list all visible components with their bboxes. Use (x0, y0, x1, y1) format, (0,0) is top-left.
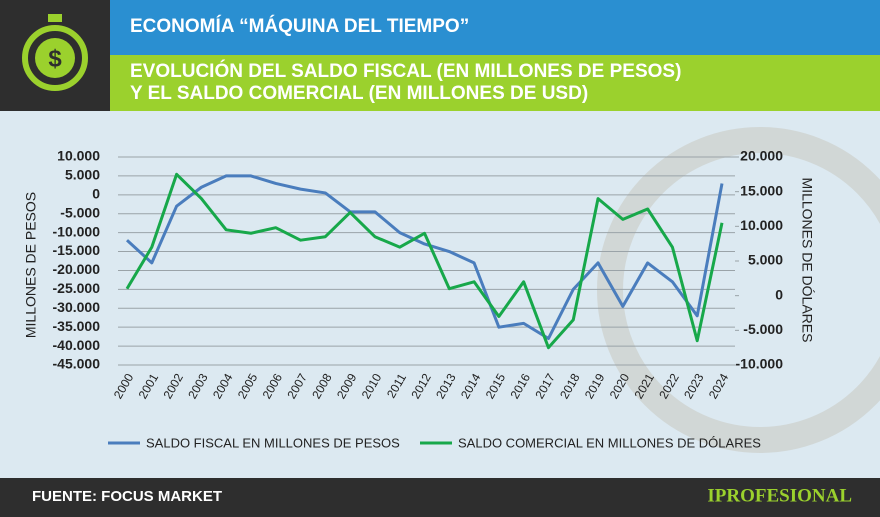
y2-tick-label: 10.000 (740, 217, 783, 233)
series-line (125, 174, 724, 341)
y-tick-label: -15.000 (53, 242, 101, 258)
legend-label: SALDO FISCAL EN MILLONES DE PESOS (146, 435, 400, 450)
chart-title: Y EL SALDO COMERCIAL (EN MILLONES DE USD… (130, 83, 588, 104)
y-tick-label: 0 (92, 186, 100, 202)
y-tick-label: -5.000 (60, 204, 100, 220)
y-tick-label: -45.000 (53, 356, 101, 372)
decor-dial (597, 127, 880, 453)
section-title: ECONOMÍA “MÁQUINA DEL TIEMPO” (130, 15, 469, 37)
svg-text:$: $ (48, 45, 62, 72)
y-tick-label: -30.000 (53, 299, 101, 315)
y2-tick-label: 15.000 (740, 182, 783, 198)
y-tick-label: -10.000 (53, 223, 101, 239)
y-tick-label: -35.000 (53, 318, 101, 334)
y2-tick-label: 0 (775, 286, 783, 302)
y2-axis-title: MILLONES DE DÓLARES (799, 178, 815, 343)
header-bar (110, 0, 880, 55)
series-line (125, 172, 724, 350)
title-bar (110, 55, 880, 111)
source: FUENTE: FOCUS MARKET (32, 488, 222, 505)
y-tick-label: -20.000 (53, 261, 101, 277)
y2-tick-label: 5.000 (748, 252, 783, 268)
y2-tick-label: -10.000 (736, 356, 784, 372)
y-tick-label: -25.000 (53, 280, 101, 296)
y-axis-title: MILLONES DE PESOS (23, 192, 39, 338)
chart-title: EVOLUCIÓN DEL SALDO FISCAL (EN MILLONES … (130, 60, 681, 82)
icon: $ (22, 14, 88, 91)
y-tick-label: -40.000 (53, 337, 101, 353)
y-tick-label: 5.000 (65, 167, 100, 183)
y-tick-label: 10.000 (57, 148, 100, 164)
brand: IPROFESIONAL (707, 485, 852, 506)
y2-tick-label: -5.000 (743, 321, 783, 337)
footer-bar (0, 478, 880, 517)
y2-tick-label: 20.000 (740, 148, 783, 164)
legend-label: SALDO COMERCIAL EN MILLONES DE DÓLARES (458, 435, 761, 450)
